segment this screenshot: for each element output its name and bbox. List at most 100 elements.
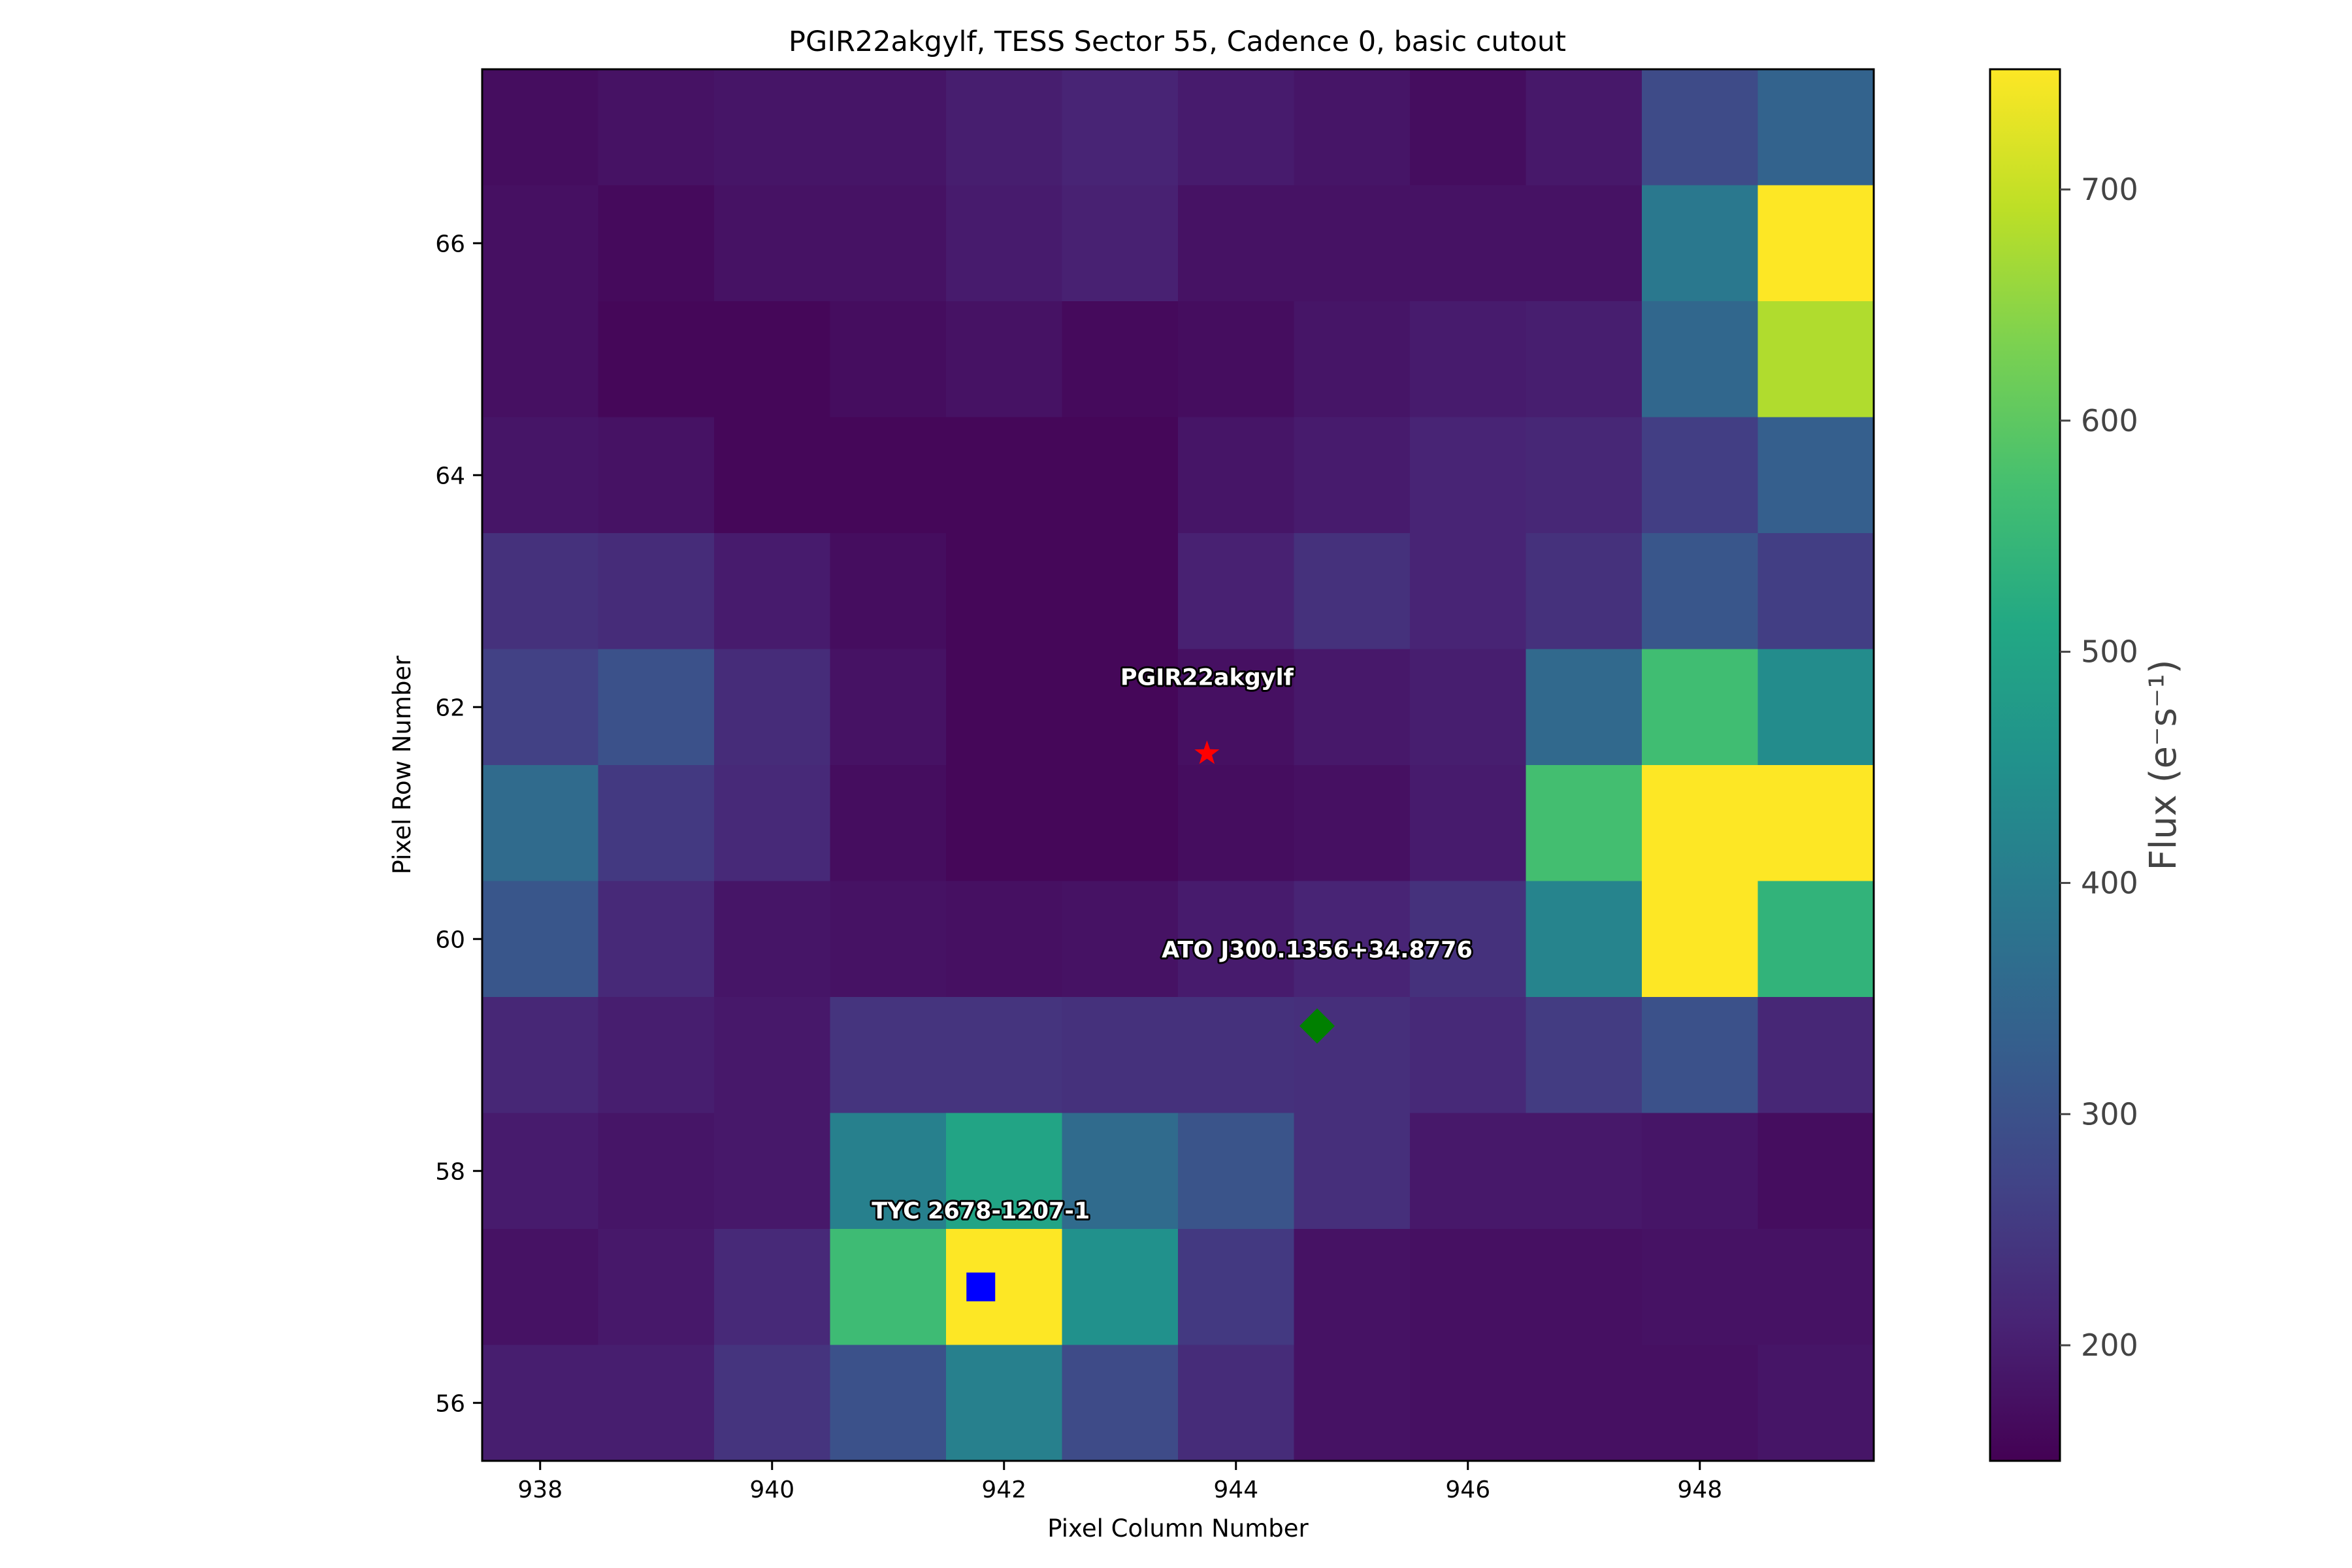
- heatmap-cell: [1757, 1345, 1874, 1462]
- heatmap-cell: [1178, 417, 1295, 534]
- y-tick-label: 62: [435, 694, 465, 721]
- heatmap-cell: [1062, 301, 1179, 418]
- heatmap-cell: [1294, 301, 1411, 418]
- heatmap-cell: [1757, 765, 1874, 882]
- heatmap-cell: [1642, 765, 1759, 882]
- heatmap-cell: [1178, 1229, 1295, 1346]
- heatmap-cell: [482, 881, 599, 998]
- heatmap-cell: [946, 301, 1063, 418]
- heatmap-cell: [830, 69, 947, 186]
- heatmap-cell: [1757, 649, 1874, 766]
- heatmap-cell: [1062, 1345, 1179, 1462]
- heatmap-cell: [482, 997, 599, 1114]
- heatmap-cell: [714, 1345, 831, 1462]
- heatmap-cells: [482, 69, 1874, 1462]
- marker-label: PGIR22akgylf: [1120, 664, 1294, 691]
- heatmap-cell: [946, 997, 1063, 1114]
- x-axis-label: Pixel Column Number: [1047, 1514, 1309, 1543]
- heatmap-cell: [830, 301, 947, 418]
- heatmap-cell: [1062, 417, 1179, 534]
- heatmap-cell: [1757, 417, 1874, 534]
- plot-frame: [481, 68, 1875, 1462]
- heatmap-cell: [946, 881, 1063, 998]
- heatmap-cell: [1757, 997, 1874, 1114]
- x-tick-label: 944: [1213, 1477, 1258, 1503]
- heatmap-cell: [1178, 765, 1295, 882]
- heatmap-cell: [714, 185, 831, 302]
- y-tick-label: 66: [435, 231, 465, 257]
- colorbar-tick-label: 500: [2081, 634, 2138, 670]
- heatmap-cell: [482, 1229, 599, 1346]
- heatmap-cell: [1526, 765, 1642, 882]
- heatmap-cell: [1062, 881, 1179, 998]
- y-tick-label: 58: [435, 1158, 465, 1185]
- heatmap-cell: [482, 301, 599, 418]
- heatmap-cell: [1526, 417, 1642, 534]
- heatmap-cell: [714, 301, 831, 418]
- heatmap-cell: [1526, 1345, 1642, 1462]
- x-tick-label: 942: [981, 1477, 1026, 1503]
- heatmap-cell: [1410, 881, 1527, 998]
- heatmap-cell: [598, 301, 715, 418]
- colorbar-tick-label: 300: [2081, 1096, 2138, 1132]
- heatmap-cell: [1526, 1113, 1642, 1230]
- heatmap-cell: [830, 1229, 947, 1346]
- heatmap-cell: [714, 1229, 831, 1346]
- heatmap-cell: [1642, 301, 1759, 418]
- heatmap-cell: [1526, 649, 1642, 766]
- heatmap-cell: [946, 765, 1063, 882]
- marker-label: TYC 2678-1207-1: [872, 1198, 1090, 1224]
- heatmap-cell: [598, 69, 715, 186]
- diamond-marker: [1299, 1008, 1335, 1044]
- heatmap-cell: [1757, 533, 1874, 650]
- heatmap-cell: [1178, 533, 1295, 650]
- heatmap-cell: [1526, 997, 1642, 1114]
- square-marker: [966, 1272, 996, 1301]
- heatmap-cell: [598, 185, 715, 302]
- heatmap-cell: [830, 765, 947, 882]
- heatmap-cell: [1642, 1113, 1759, 1230]
- heatmap-cell: [1642, 417, 1759, 534]
- heatmap-cell: [1178, 1113, 1295, 1230]
- x-tick-label: 946: [1445, 1477, 1490, 1503]
- heatmap-cell: [1178, 881, 1295, 998]
- heatmap-cell: [1062, 649, 1179, 766]
- heatmap-cell: [1062, 1113, 1179, 1230]
- heatmap-cell: [946, 1345, 1063, 1462]
- heatmap-cell: [1062, 185, 1179, 302]
- heatmap-cell: [1526, 185, 1642, 302]
- heatmap-cell: [1642, 69, 1759, 186]
- heatmap-cell: [1757, 1113, 1874, 1230]
- heatmap-cell: [1294, 1113, 1411, 1230]
- heatmap-cell: [830, 881, 947, 998]
- heatmap-cell: [482, 649, 599, 766]
- colorbar: [1989, 68, 2061, 1462]
- y-tick-label: 56: [435, 1390, 465, 1417]
- heatmap-cell: [1062, 69, 1179, 186]
- heatmap-cell: [830, 649, 947, 766]
- heatmap-cell: [714, 533, 831, 650]
- heatmap-cell: [1294, 417, 1411, 534]
- heatmap-cell: [946, 417, 1063, 534]
- heatmap-cell: [1294, 765, 1411, 882]
- heatmap-cell: [946, 533, 1063, 650]
- heatmap-cell: [1294, 69, 1411, 186]
- heatmap-cell: [1757, 69, 1874, 186]
- heatmap-cell: [830, 185, 947, 302]
- x-tick-label: 940: [749, 1477, 794, 1503]
- heatmap-cell: [1410, 69, 1527, 186]
- x-tick-label: 948: [1677, 1477, 1722, 1503]
- y-axis-ticks: 56 58 60 62 64 66: [435, 231, 482, 1417]
- heatmap-cell: [830, 1113, 947, 1230]
- heatmap-cell: [1178, 185, 1295, 302]
- heatmap-cell: [830, 1345, 947, 1462]
- marker-label: ATO J300.1356+34.8776: [1162, 937, 1473, 963]
- heatmap-cell: [1178, 997, 1295, 1114]
- heatmap-cell: [1294, 649, 1411, 766]
- heatmap-cell: [1062, 1229, 1179, 1346]
- heatmap-cell: [714, 765, 831, 882]
- heatmap-cell: [714, 69, 831, 186]
- heatmap-cell: [830, 533, 947, 650]
- heatmap-cell: [1410, 997, 1527, 1114]
